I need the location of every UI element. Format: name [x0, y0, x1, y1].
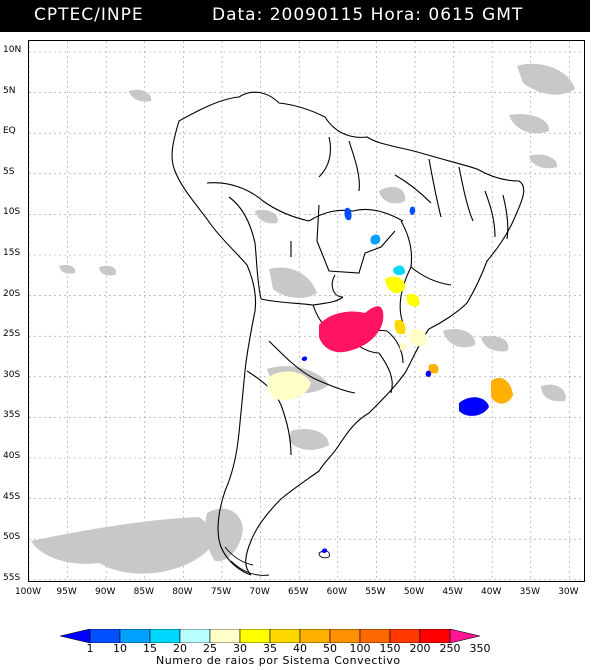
lat-label: 25S	[3, 329, 21, 340]
colorbar-segment	[419, 628, 451, 644]
colorbar-tick-label: 20	[173, 642, 187, 655]
colorbar-segment	[389, 628, 421, 644]
lat-label: 45S	[3, 491, 21, 502]
colorbar-tick-label: 30	[233, 642, 247, 655]
lat-label: 15S	[3, 248, 21, 258]
lon-label: 100W	[14, 587, 42, 597]
colorbar-tick-label: 100	[349, 642, 371, 655]
lon-label: 80W	[172, 587, 193, 597]
colorbar-tick-label: 1	[86, 642, 94, 655]
organization-label: CPTEC/INPE	[34, 5, 144, 25]
lon-label: 50W	[403, 587, 425, 597]
lat-label: 30S	[3, 369, 21, 380]
colorbar-segment	[299, 628, 331, 644]
colorbar-segment	[149, 628, 181, 644]
lon-label: 35W	[519, 587, 540, 597]
lat-label: 20S	[3, 288, 21, 299]
lon-label: 40W	[481, 587, 502, 597]
colorbar-segment	[119, 628, 151, 644]
lon-label: 30W	[558, 587, 579, 597]
graticule	[29, 41, 584, 581]
colorbar-tick-label: 15	[143, 642, 157, 655]
lightning-map	[28, 40, 585, 582]
colorbar-right-arrow	[449, 628, 481, 644]
colorbar-tick-label: 200	[409, 642, 431, 655]
lat-label: 5N	[3, 85, 16, 96]
map-canvas	[29, 41, 584, 581]
colorbar	[59, 628, 540, 644]
lat-label: 10S	[3, 207, 21, 218]
colorbar-tick-label: 35	[263, 642, 277, 655]
colorbar-segment	[239, 628, 271, 644]
lon-label: 75W	[210, 587, 232, 597]
lat-label: 55S	[3, 572, 21, 583]
lon-label: 45W	[442, 587, 463, 597]
lat-label: 50S	[3, 532, 21, 543]
colorbar-title: Numero de raios por Sistema Convectivo	[156, 654, 401, 667]
lon-label: 65W	[288, 587, 309, 597]
convective-systems	[267, 206, 513, 553]
lon-label: 70W	[249, 587, 270, 597]
tierra-del-fuego	[224, 546, 330, 576]
lon-label: 85W	[133, 587, 154, 597]
colorbar-segment	[179, 628, 211, 644]
lon-label: 60W	[326, 587, 347, 597]
lat-label: 5S	[3, 166, 15, 177]
lon-label: 90W	[95, 587, 116, 597]
colorbar-segment	[209, 628, 241, 644]
map-header: CPTEC/INPE Data: 20090115 Hora: 0615 GMT	[0, 0, 590, 32]
colorbar-segment	[269, 628, 301, 644]
colorbar-tick-label: 25	[203, 642, 217, 655]
colorbar-tick-label: 50	[323, 642, 337, 655]
lat-label: EQ	[3, 126, 16, 137]
colorbar-tick-label: 250	[439, 642, 461, 655]
lon-label: 55W	[365, 587, 386, 597]
lat-label: 40S	[3, 451, 21, 461]
colorbar-tick-label: 10	[113, 642, 127, 655]
colorbar-left-arrow	[59, 628, 91, 644]
lon-label: 95W	[56, 587, 77, 597]
cloud-cover	[31, 63, 575, 574]
date-time-label: Data: 20090115 Hora: 0615 GMT	[212, 5, 524, 25]
colorbar-segment	[359, 628, 391, 644]
lat-label: 10N	[3, 45, 22, 55]
colorbar-tick-label: 40	[293, 642, 307, 655]
lat-label: 35S	[3, 410, 21, 421]
colorbar-segment	[89, 628, 121, 644]
colorbar-tick-label: 350	[469, 642, 491, 655]
colorbar-svg	[59, 628, 481, 644]
colorbar-segment	[329, 628, 361, 644]
colorbar-tick-label: 150	[379, 642, 401, 655]
